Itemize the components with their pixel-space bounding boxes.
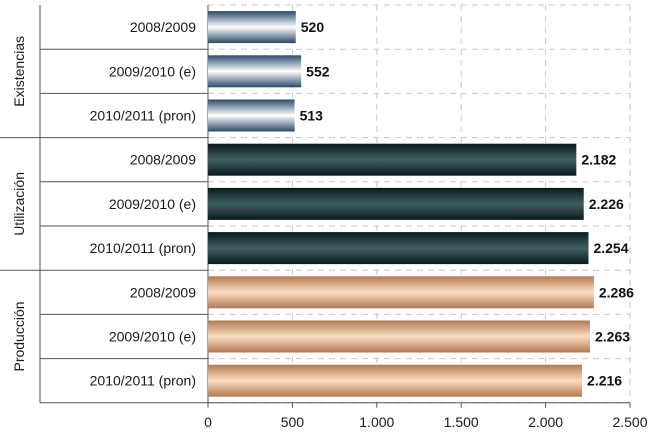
bar xyxy=(208,364,583,397)
category-label: 2008/2009 xyxy=(130,152,196,168)
data-label: 2.226 xyxy=(589,196,624,212)
category-label: 2010/2011 (pron) xyxy=(90,240,196,256)
category-label: 2009/2010 (e) xyxy=(109,329,196,345)
bar xyxy=(208,320,590,353)
bar xyxy=(208,232,589,265)
bar xyxy=(208,99,295,132)
data-label: 520 xyxy=(301,19,325,35)
x-tick-label: 1.000 xyxy=(359,414,394,430)
category-label: 2010/2011 (pron) xyxy=(90,373,196,389)
data-label: 2.182 xyxy=(581,152,616,168)
bar xyxy=(208,55,302,88)
bar xyxy=(208,143,577,176)
x-tick-label: 0 xyxy=(204,414,212,430)
group-label: Existencias xyxy=(11,36,27,107)
category-label: 2010/2011 (pron) xyxy=(90,108,196,124)
labels: 0 500 1.000 1.500 2.000 2.500 Existencias 2008/… xyxy=(11,19,648,430)
bar xyxy=(208,11,296,44)
bar xyxy=(208,187,584,220)
data-label: 552 xyxy=(306,63,330,79)
data-label: 2.286 xyxy=(599,284,634,300)
category-label: 2008/2009 xyxy=(130,19,196,35)
x-tick-label: 2.500 xyxy=(612,414,647,430)
category-label: 2009/2010 (e) xyxy=(109,196,196,212)
group-label: Producción xyxy=(11,301,27,371)
x-tick-label: 500 xyxy=(281,414,305,430)
category-label: 2008/2009 xyxy=(130,284,196,300)
bar xyxy=(208,276,594,309)
data-label: 2.216 xyxy=(587,373,622,389)
data-label: 2.254 xyxy=(593,240,628,256)
category-label: 2009/2010 (e) xyxy=(109,63,196,79)
data-label: 513 xyxy=(300,108,324,124)
bars xyxy=(208,11,594,397)
group-label: Utilización xyxy=(11,172,27,236)
x-tick-label: 1.500 xyxy=(444,414,479,430)
x-tick-label: 2.000 xyxy=(528,414,563,430)
data-label: 2.263 xyxy=(595,329,630,345)
